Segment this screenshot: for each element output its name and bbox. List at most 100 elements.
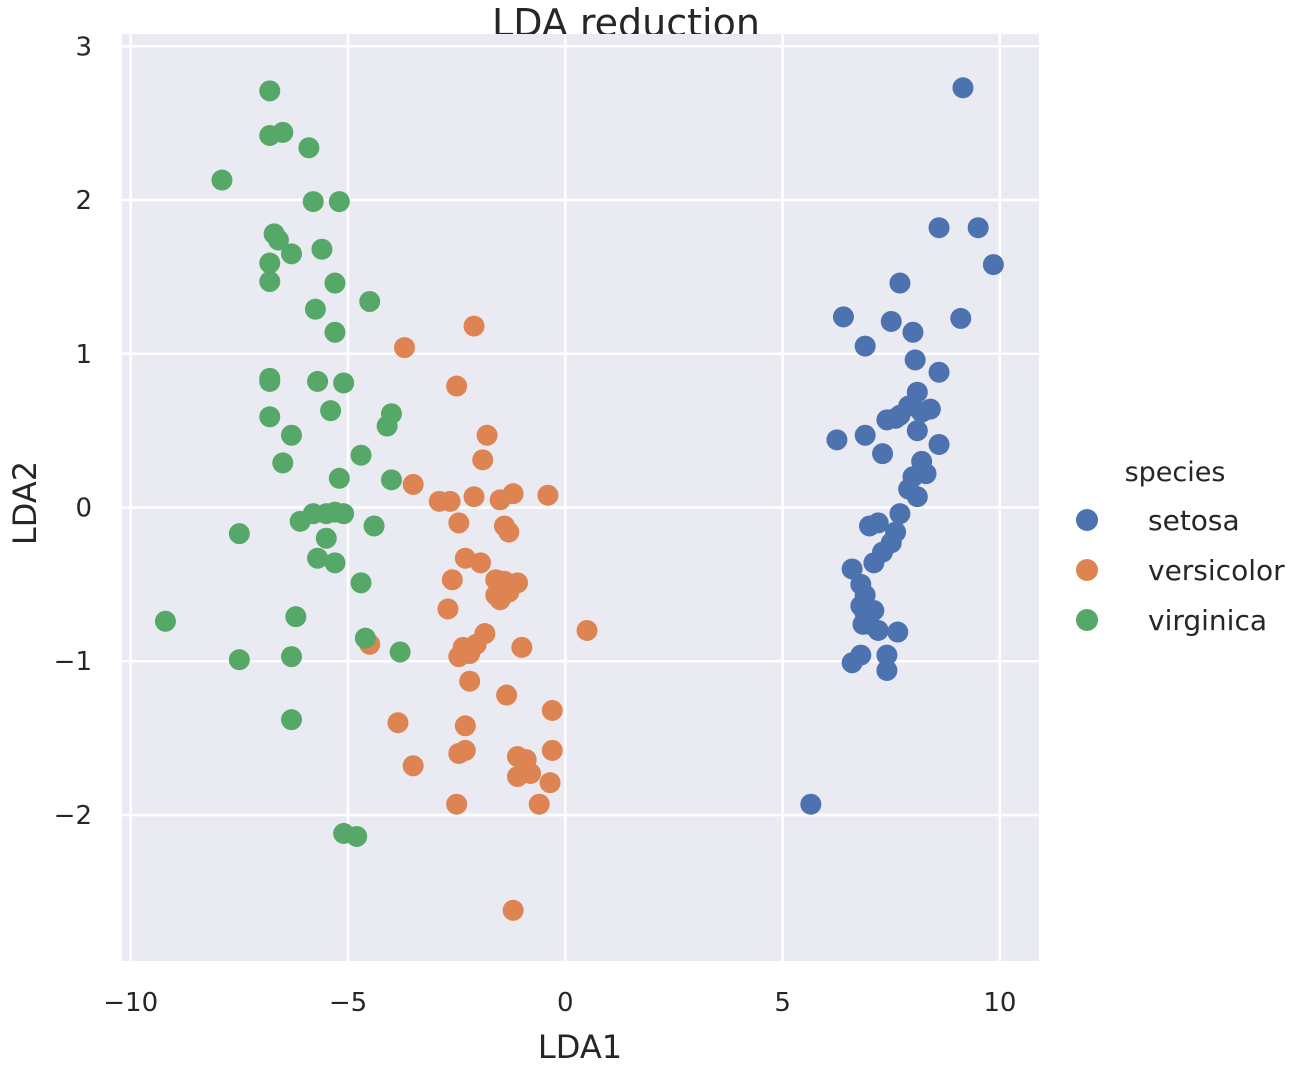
point-virginica: [272, 121, 294, 143]
point-virginica: [280, 243, 302, 265]
point-virginica: [324, 272, 346, 294]
point-setosa: [904, 349, 926, 371]
y-tick-label: 2: [75, 186, 92, 216]
point-versicolor: [439, 490, 461, 512]
point-versicolor: [463, 486, 485, 508]
legend-marker-virginica: [1076, 609, 1098, 631]
point-versicolor: [528, 793, 550, 815]
point-versicolor: [459, 643, 481, 665]
point-setosa: [854, 424, 876, 446]
point-setosa: [885, 407, 907, 429]
point-versicolor: [541, 699, 563, 721]
point-setosa: [889, 272, 911, 294]
y-axis-ticks: −2 −1 0 1 2 3: [54, 32, 92, 831]
point-virginica: [376, 415, 398, 437]
point-setosa: [928, 361, 950, 383]
x-tick-label: 10: [983, 988, 1016, 1018]
point-setosa: [850, 644, 872, 666]
point-versicolor: [496, 684, 518, 706]
point-virginica: [307, 547, 329, 569]
point-versicolor: [489, 589, 511, 611]
legend: species setosa versicolor virginica: [1076, 457, 1285, 637]
point-versicolor: [476, 424, 498, 446]
y-tick-label: 0: [75, 493, 92, 523]
y-axis-label: LDA2: [6, 461, 44, 545]
point-versicolor: [470, 552, 492, 574]
point-setosa: [915, 463, 937, 485]
point-versicolor: [454, 739, 476, 761]
point-versicolor: [502, 483, 524, 505]
legend-title: species: [1125, 457, 1226, 488]
point-setosa: [854, 335, 876, 357]
point-virginica: [280, 424, 302, 446]
point-setosa: [889, 503, 911, 525]
point-virginica: [363, 515, 385, 537]
series-virginica: [154, 80, 411, 847]
point-virginica: [380, 469, 402, 491]
point-virginica: [350, 444, 372, 466]
point-versicolor: [520, 762, 542, 784]
point-setosa: [832, 306, 854, 328]
point-virginica: [354, 627, 376, 649]
point-setosa: [911, 401, 933, 423]
point-setosa: [876, 644, 898, 666]
point-virginica: [272, 452, 294, 474]
point-versicolor: [448, 512, 470, 534]
legend-label-setosa: setosa: [1148, 504, 1240, 537]
point-setosa: [952, 77, 974, 99]
point-versicolor: [393, 337, 415, 359]
point-versicolor: [576, 619, 598, 641]
point-versicolor: [541, 739, 563, 761]
point-virginica: [350, 572, 372, 594]
point-versicolor: [402, 755, 424, 777]
point-setosa: [841, 558, 863, 580]
legend-marker-versicolor: [1076, 559, 1098, 581]
point-virginica: [328, 191, 350, 213]
point-versicolor: [502, 899, 524, 921]
y-tick-label: −1: [54, 647, 92, 677]
legend-marker-setosa: [1076, 509, 1098, 531]
point-setosa: [863, 552, 885, 574]
point-virginica: [320, 400, 342, 422]
x-tick-label: 5: [774, 988, 791, 1018]
x-axis-ticks: −10 −5 0 5 10: [103, 988, 1016, 1018]
point-virginica: [267, 229, 289, 251]
point-setosa: [928, 433, 950, 455]
point-virginica: [307, 370, 329, 392]
point-versicolor: [446, 793, 468, 815]
point-setosa: [906, 420, 928, 442]
point-setosa: [867, 619, 889, 641]
point-virginica: [289, 510, 311, 532]
y-tick-label: −2: [54, 801, 92, 831]
point-versicolor: [446, 375, 468, 397]
point-virginica: [280, 709, 302, 731]
point-virginica: [328, 467, 350, 489]
point-virginica: [228, 649, 250, 671]
point-setosa: [800, 793, 822, 815]
point-setosa: [902, 321, 924, 343]
legend-label-virginica: virginica: [1148, 604, 1267, 637]
point-versicolor: [441, 569, 463, 591]
point-setosa: [887, 621, 909, 643]
data-points: [154, 77, 1004, 921]
point-versicolor: [498, 521, 520, 543]
legend-label-versicolor: versicolor: [1148, 554, 1285, 587]
point-versicolor: [387, 712, 409, 734]
point-virginica: [259, 252, 281, 274]
point-virginica: [389, 641, 411, 663]
point-versicolor: [472, 449, 494, 471]
point-virginica: [304, 298, 326, 320]
y-tick-label: 1: [75, 340, 92, 370]
point-virginica: [359, 290, 381, 312]
point-versicolor: [539, 772, 561, 794]
point-virginica: [259, 406, 281, 428]
point-virginica: [298, 137, 320, 159]
point-virginica: [324, 321, 346, 343]
point-virginica: [259, 367, 281, 389]
point-versicolor: [459, 670, 481, 692]
point-versicolor: [463, 315, 485, 337]
point-virginica: [311, 238, 333, 260]
point-virginica: [259, 80, 281, 102]
plot-area: [122, 34, 1039, 961]
